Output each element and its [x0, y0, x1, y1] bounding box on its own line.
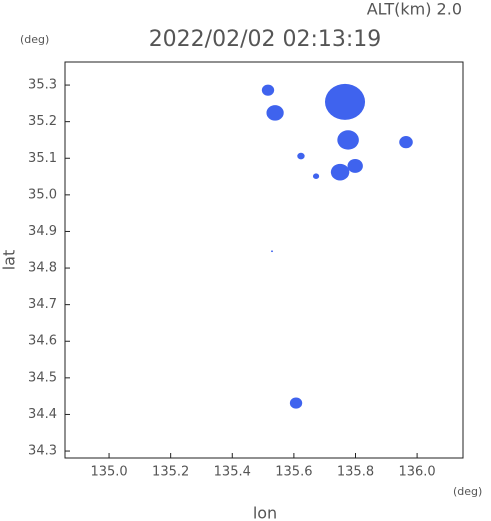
echo: [337, 130, 359, 150]
plot-frame: [64, 61, 464, 459]
y-tick-label: 35.0: [28, 187, 57, 202]
x-tick-label: 135.6: [275, 465, 312, 480]
y-tick-label: 34.3: [28, 444, 57, 459]
y-tick-label: 34.4: [28, 407, 57, 422]
echo: [324, 83, 366, 120]
chart-title: 2022/02/02 02:13:19: [149, 27, 382, 52]
y-tick-label: 34.6: [28, 334, 57, 349]
x-tick-label: 135.2: [152, 465, 189, 480]
x-tick-label: 136.0: [398, 465, 435, 480]
x-tick-label: 135.4: [214, 465, 251, 480]
x-axis-label: lon: [253, 504, 277, 521]
y-tick-label: 34.7: [28, 297, 57, 312]
x-unit: (deg): [453, 485, 482, 498]
y-tick-label: 34.8: [28, 261, 57, 276]
echo: [297, 152, 305, 160]
y-tick-label: 34.9: [28, 224, 57, 239]
y-axis-label: lat: [0, 250, 19, 271]
echo: [330, 163, 350, 181]
subtitle: ALT(km) 2.0: [367, 0, 462, 19]
x-tick-label: 135.0: [90, 465, 127, 480]
y-tick-label: 35.1: [28, 151, 57, 166]
echo: [289, 397, 303, 409]
y-unit: (deg): [20, 33, 49, 46]
echo: [261, 84, 275, 96]
y-tick-label: 35.3: [28, 78, 57, 93]
echo: [399, 136, 413, 149]
echo: [271, 250, 274, 253]
echo: [312, 173, 320, 179]
y-tick-label: 34.5: [28, 370, 57, 385]
y-tick-label: 35.2: [28, 114, 57, 129]
echo: [266, 105, 284, 121]
x-tick-label: 135.8: [337, 465, 374, 480]
echo: [347, 159, 363, 173]
